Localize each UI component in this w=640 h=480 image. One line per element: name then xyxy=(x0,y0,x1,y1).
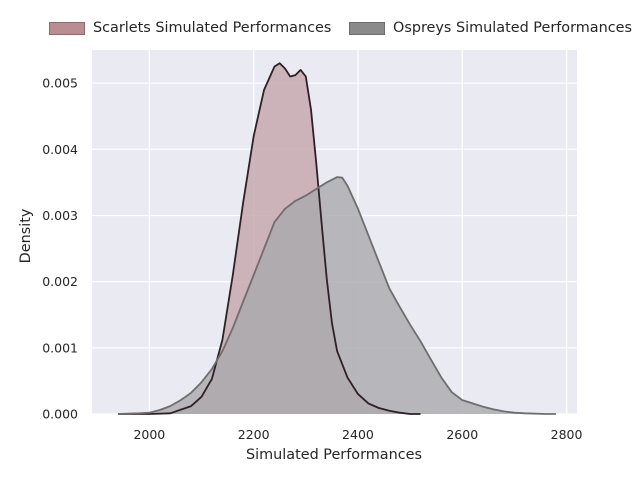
series-line-1 xyxy=(118,176,557,415)
y-axis-label: Density xyxy=(18,208,34,263)
x-tick-label: 2600 xyxy=(446,427,478,442)
legend-swatch-ospreys xyxy=(349,21,385,35)
x-axis-label: Simulated Performances xyxy=(246,447,422,463)
series-area-1 xyxy=(118,177,557,414)
y-tick-label: 0.005 xyxy=(42,76,78,91)
x-tick-labels: 2000 2200 2400 2600 2800 xyxy=(133,427,582,442)
x-tick-label: 2800 xyxy=(551,427,583,442)
y-tick-label: 0.001 xyxy=(42,340,78,355)
x-tick-label: 2200 xyxy=(238,427,270,442)
legend-item-ospreys: Ospreys Simulated Performances xyxy=(349,20,632,36)
series-line-0 xyxy=(118,62,421,415)
x-tick-label: 2400 xyxy=(342,427,374,442)
legend-label-ospreys: Ospreys Simulated Performances xyxy=(393,20,632,36)
legend-swatch-scarlets xyxy=(49,21,85,35)
legend: Scarlets Simulated Performances Ospreys … xyxy=(0,20,640,42)
legend-label-scarlets: Scarlets Simulated Performances xyxy=(93,20,332,36)
series-layer xyxy=(118,62,557,415)
y-tick-labels: 0.000 0.001 0.002 0.003 0.004 0.005 xyxy=(42,76,78,422)
legend-item-scarlets: Scarlets Simulated Performances xyxy=(49,20,331,36)
x-tick-label: 2000 xyxy=(133,427,165,442)
y-tick-label: 0.000 xyxy=(42,407,78,422)
y-tick-label: 0.004 xyxy=(42,142,78,157)
y-tick-label: 0.003 xyxy=(42,208,78,223)
y-tick-label: 0.002 xyxy=(42,274,78,289)
